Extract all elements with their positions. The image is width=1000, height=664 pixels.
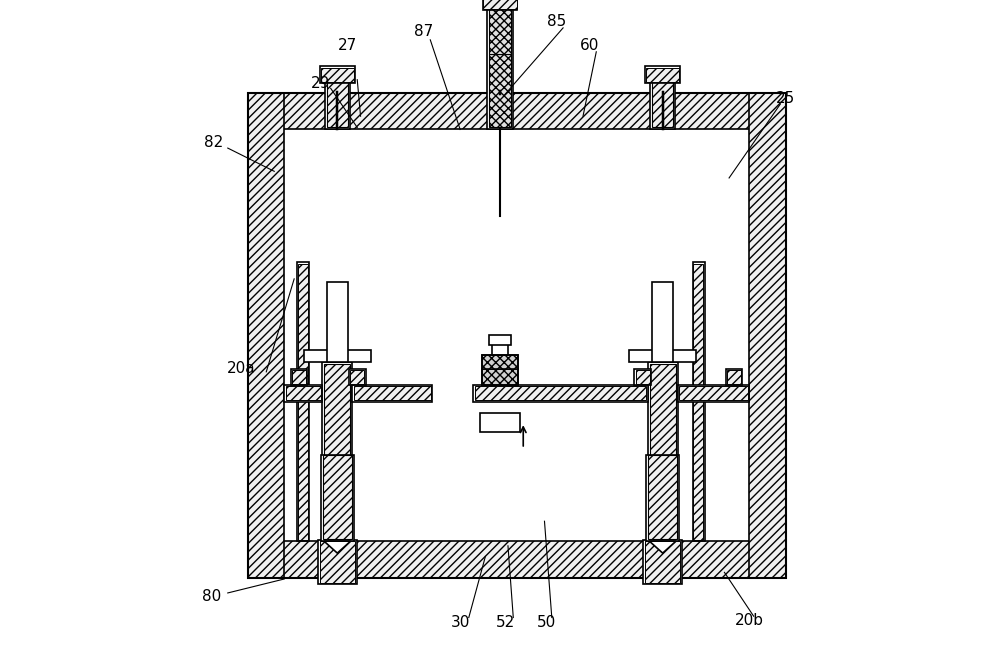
Bar [645,541,680,583]
Bar [726,369,742,385]
Bar [650,70,675,129]
Bar [693,264,703,540]
Bar [646,455,679,541]
Bar [352,385,432,402]
Bar [297,262,309,541]
Bar [629,350,696,362]
Text: 20a: 20a [227,361,255,376]
Bar [248,93,786,129]
Bar [327,282,348,362]
Bar [634,369,651,385]
Bar [482,369,518,385]
Bar [354,386,431,400]
Text: 80: 80 [202,589,221,604]
Bar [678,385,749,402]
Bar [286,386,321,400]
Text: 27: 27 [338,38,357,52]
Bar [473,385,648,402]
Bar [322,362,352,541]
Bar [487,0,513,129]
Bar [248,541,786,578]
Bar [304,350,371,362]
Text: 87: 87 [414,25,433,39]
Bar [321,455,354,541]
Bar [480,413,520,432]
Bar [643,540,682,584]
Bar [652,282,673,362]
Bar [248,93,284,578]
Bar [483,0,517,9]
Bar [323,455,352,539]
Bar [648,362,678,541]
Bar [248,93,786,578]
Bar [482,355,518,369]
Bar [318,540,357,584]
Bar [679,386,748,400]
Bar [327,70,348,127]
Bar [292,371,306,384]
Polygon shape [649,541,676,553]
Bar [492,341,508,355]
Bar [693,262,705,541]
Text: 82: 82 [204,135,223,150]
Bar [291,369,307,385]
Bar [325,70,350,129]
Bar [324,364,350,539]
Bar [320,541,355,583]
Bar [489,0,511,54]
Bar [482,355,518,385]
Bar [321,68,354,82]
Bar [320,66,355,83]
Bar [727,371,741,384]
Bar [298,264,308,540]
Bar [489,335,511,345]
Bar [645,66,680,83]
Text: 85: 85 [547,14,566,29]
Polygon shape [324,541,351,553]
Text: 29: 29 [311,76,330,90]
Text: 20b: 20b [734,614,764,628]
Bar [646,68,679,82]
Text: 52: 52 [496,616,515,630]
Bar [489,54,511,127]
Bar [350,371,364,384]
Text: 60: 60 [580,38,599,52]
Bar [349,369,366,385]
Bar [483,0,517,10]
Text: 25: 25 [776,91,795,106]
Bar [749,93,786,578]
Text: 30: 30 [450,616,470,630]
Bar [652,70,673,127]
Bar [650,364,676,539]
Bar [648,455,677,539]
Bar [636,371,650,384]
Bar [284,385,322,402]
Text: 50: 50 [537,616,556,630]
Bar [475,386,646,400]
Bar [284,129,749,541]
